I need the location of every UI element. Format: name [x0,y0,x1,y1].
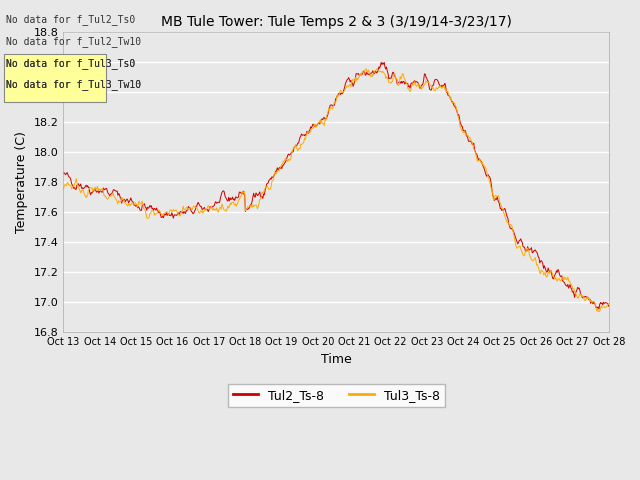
Text: No data for f_Tul3_Tw10: No data for f_Tul3_Tw10 [6,79,141,90]
Text: No data for f_Tul3_Ts0: No data for f_Tul3_Ts0 [6,58,136,69]
Legend: Tul2_Ts-8, Tul3_Ts-8: Tul2_Ts-8, Tul3_Ts-8 [228,384,445,407]
Y-axis label: Temperature (C): Temperature (C) [15,131,28,233]
Title: MB Tule Tower: Tule Temps 2 & 3 (3/19/14-3/23/17): MB Tule Tower: Tule Temps 2 & 3 (3/19/14… [161,15,511,29]
Text: No data for f_Tul3_Ts0: No data for f_Tul3_Ts0 [6,58,136,69]
X-axis label: Time: Time [321,353,351,366]
Text: No data for f_Tul2_Ts0: No data for f_Tul2_Ts0 [6,14,136,25]
Text: No data for f_Tul3_Tw10: No data for f_Tul3_Tw10 [6,79,141,90]
Text: No data for f_Tul2_Tw10: No data for f_Tul2_Tw10 [6,36,141,47]
